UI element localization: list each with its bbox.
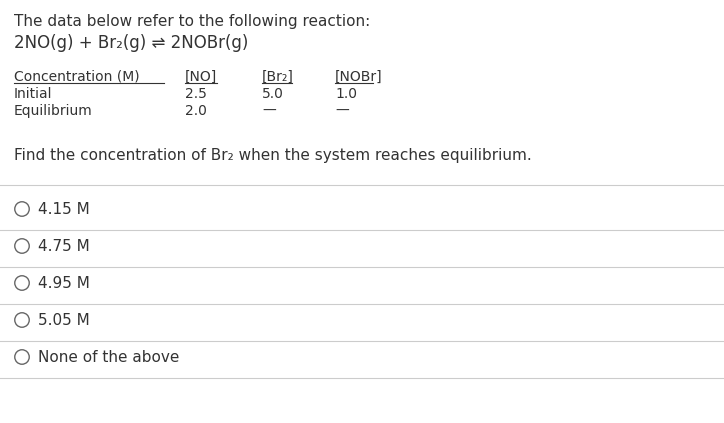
Text: Concentration (M): Concentration (M): [14, 70, 140, 84]
Text: —: —: [335, 104, 349, 118]
Text: Equilibrium: Equilibrium: [14, 104, 93, 118]
Text: —: —: [262, 104, 276, 118]
Text: 4.15 M: 4.15 M: [38, 202, 90, 217]
Text: 2NO(g) + Br₂(g) ⇌ 2NOBr(g): 2NO(g) + Br₂(g) ⇌ 2NOBr(g): [14, 34, 248, 52]
Text: 4.95 M: 4.95 M: [38, 276, 90, 291]
Text: [Br₂]: [Br₂]: [262, 70, 294, 84]
Text: 2.5: 2.5: [185, 87, 207, 101]
Text: [NOBr]: [NOBr]: [335, 70, 382, 84]
Text: 4.75 M: 4.75 M: [38, 239, 90, 254]
Text: The data below refer to the following reaction:: The data below refer to the following re…: [14, 14, 370, 29]
Text: Initial: Initial: [14, 87, 53, 101]
Text: Find the concentration of Br₂ when the system reaches equilibrium.: Find the concentration of Br₂ when the s…: [14, 148, 531, 163]
Text: [NO]: [NO]: [185, 70, 217, 84]
Text: None of the above: None of the above: [38, 350, 180, 365]
Text: 1.0: 1.0: [335, 87, 357, 101]
Text: 5.05 M: 5.05 M: [38, 313, 90, 328]
Text: 5.0: 5.0: [262, 87, 284, 101]
Text: 2.0: 2.0: [185, 104, 207, 118]
